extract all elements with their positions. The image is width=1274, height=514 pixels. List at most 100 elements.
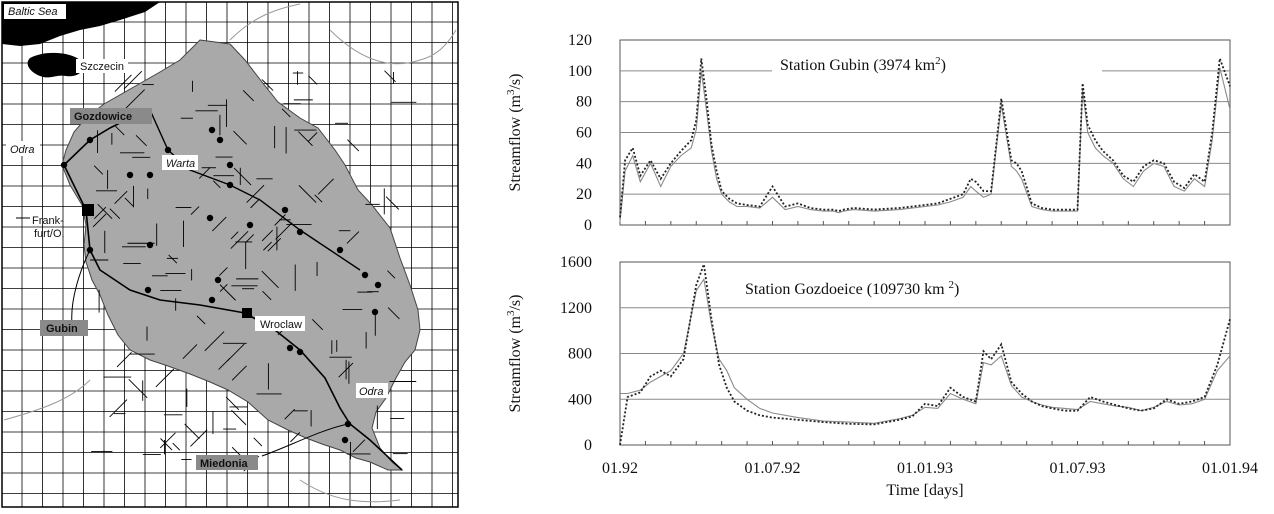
tributary — [261, 270, 279, 289]
tributary — [246, 184, 265, 203]
tributary — [275, 222, 293, 240]
tributary — [115, 125, 125, 136]
gauge-station-dot — [126, 171, 134, 179]
y-tick-label: 120 — [568, 32, 592, 49]
basin-area — [61, 39, 421, 471]
tributary — [346, 231, 360, 244]
gauge-station-dot — [86, 136, 94, 144]
tributary — [308, 75, 318, 85]
chart-gubin-y-label: Streamflow (m3/s) — [505, 74, 524, 192]
gauge-station-dot — [296, 348, 304, 356]
tributary — [124, 197, 134, 207]
tributary — [347, 139, 360, 152]
tributary — [190, 429, 208, 447]
tributary — [184, 423, 200, 440]
basin-map-panel: Baltic Sea Szczecin Gozdowice Odra Warta… — [0, 0, 460, 509]
gauge-station-dot — [206, 214, 214, 222]
tributary — [298, 185, 317, 203]
outer-river — [229, 3, 301, 41]
chart-gubin-title-end: ) — [941, 57, 946, 74]
gubin-pointer — [71, 249, 91, 325]
tributary — [231, 365, 247, 381]
chart-gozdowice-title-sup: 2 — [949, 279, 955, 291]
chart-gubin-y-ticks: 0 20 40 60 80 100 120 — [568, 32, 592, 234]
outer-river — [329, 29, 457, 65]
y-tick-label: 100 — [568, 63, 592, 80]
tributary — [128, 379, 148, 399]
hydrograph-panel: 0 20 40 60 80 100 120 Station Gubin (3974 km2)… — [490, 0, 1274, 509]
gauge-station-dot — [336, 246, 344, 254]
tributary — [261, 79, 274, 91]
tributary — [116, 352, 132, 368]
tributary — [219, 283, 228, 292]
miedonia-pointer — [261, 423, 349, 457]
tributary — [212, 180, 221, 189]
series-simulated-line — [619, 263, 1231, 446]
outer-river — [3, 379, 91, 421]
chart-gubin-title-main: Station Gubin (3974 km — [780, 57, 936, 74]
tributary — [159, 432, 176, 449]
tributary — [219, 284, 236, 301]
gubin-label-box — [40, 320, 88, 336]
y-tick-label: 1200 — [560, 300, 592, 317]
x-tick-label: 01.01.93 — [897, 460, 953, 477]
wroclaw-label-box — [255, 316, 305, 331]
chart-gubin-x-tickmarks — [619, 221, 1231, 225]
y-tick-label: 1600 — [560, 254, 592, 271]
tributary — [274, 214, 286, 226]
y-tick-label: 20 — [576, 186, 592, 203]
frankfurt-label-2: furt/O. — [34, 228, 65, 240]
tributary — [253, 437, 263, 447]
tributary — [93, 165, 104, 175]
series-observed-line — [620, 277, 1231, 424]
tributary — [190, 206, 200, 215]
chart-gozdowice-y-ticks: 0 400 800 1200 1600 — [560, 254, 592, 454]
gauge-station-dot — [208, 296, 216, 304]
tributary — [97, 203, 113, 219]
tributary — [233, 167, 252, 186]
chart-gubin-grid — [620, 70, 1230, 195]
szczecin-label: Szczecin — [80, 61, 124, 73]
chart-gozdowice-y-label-main: Streamflow (m — [507, 315, 524, 412]
frankfurt-label-1: Frank- — [32, 215, 64, 227]
gauge-station-dot — [226, 181, 234, 189]
chart-gubin-title-sup: 2 — [935, 55, 941, 67]
warta-label: Warta — [166, 158, 195, 170]
tributary — [182, 344, 198, 359]
tributary — [92, 213, 107, 228]
chart-gozdowice-title-box — [737, 274, 1047, 302]
chart-gubin-series — [619, 58, 1231, 222]
tributary — [387, 270, 396, 279]
gozdowice-label: Gozdowice — [74, 111, 132, 123]
series-observed-line — [619, 67, 1231, 222]
tributary — [262, 290, 272, 301]
tributary — [231, 409, 247, 426]
gauge-station-dot — [144, 286, 152, 294]
chart-gozdowice-y-label-sup: 3 — [505, 310, 517, 316]
odra-basin-map: Baltic Sea Szczecin Gozdowice Odra Warta… — [1, 1, 459, 508]
x-tick-label: 01.92 — [602, 460, 638, 477]
tributary — [226, 343, 245, 362]
tributary — [338, 362, 354, 378]
tributary — [125, 89, 145, 109]
tributary — [297, 131, 313, 147]
chart-gozdowice-x-tickmarks — [619, 441, 1231, 445]
gauge-station-dot — [208, 126, 216, 134]
gauge-station-dot — [214, 276, 222, 284]
gubin-label: Gubin — [46, 323, 78, 335]
frankfurt-marker — [82, 204, 94, 216]
tributary — [211, 216, 227, 232]
tributary — [219, 267, 228, 276]
odra-north-label: Odra — [10, 144, 34, 156]
szczecin-marker — [65, 64, 74, 73]
gauge-station-dot — [226, 161, 234, 169]
tributary — [387, 307, 400, 320]
tributary — [93, 206, 107, 220]
wroclaw-marker — [242, 308, 252, 318]
tributary — [250, 198, 260, 209]
gauge-station-dot — [146, 171, 154, 179]
tributary — [281, 108, 291, 118]
tributary — [267, 237, 282, 252]
